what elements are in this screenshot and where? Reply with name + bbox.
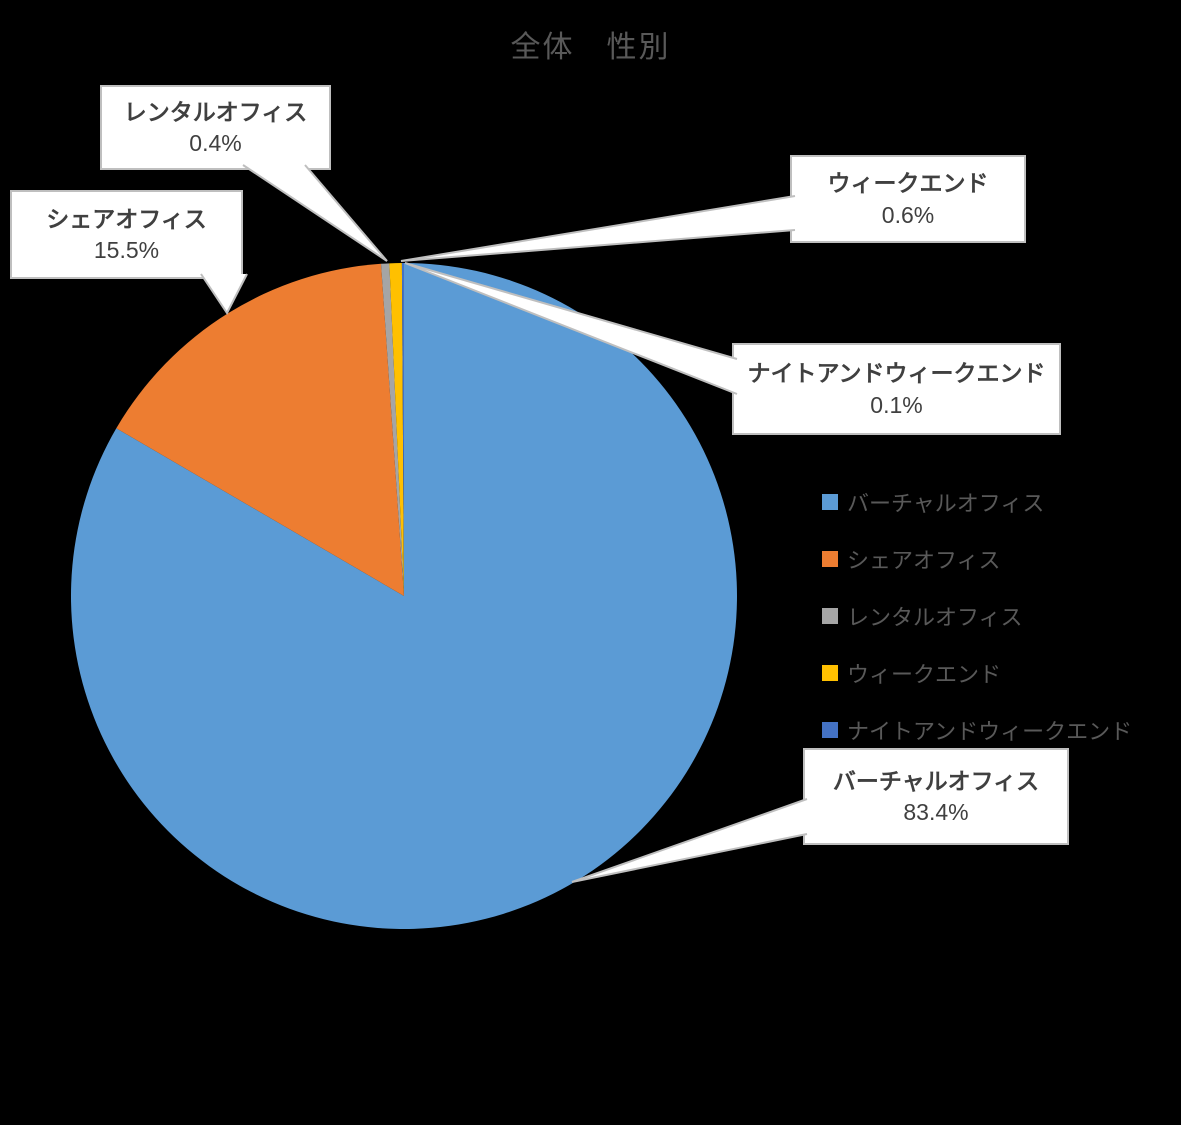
legend-swatch-icon <box>822 665 838 681</box>
legend-swatch-icon <box>822 551 838 567</box>
callout-share-office: シェアオフィス 15.5% <box>10 190 243 279</box>
callout-value: 0.4% <box>189 130 242 157</box>
legend-item-share-office: シェアオフィス <box>822 543 1132 575</box>
legend-label: バーチャルオフィス <box>847 491 1045 516</box>
legend-swatch-icon <box>822 494 838 510</box>
pie-slice-3 <box>381 263 404 596</box>
callout-label: ウィークエンド <box>827 170 989 197</box>
callout-value: 15.5% <box>93 237 160 264</box>
callout-label: ナイトアンドウィークエンド <box>747 360 1046 387</box>
legend-item-virtual-office: バーチャルオフィス <box>822 486 1132 518</box>
legend-label: シェアオフィス <box>847 548 1001 573</box>
callout-weekend: ウィークエンド 0.6% <box>790 155 1026 243</box>
legend-swatch-icon <box>822 722 838 738</box>
legend-swatch-icon <box>822 608 838 624</box>
legend: バーチャルオフィス シェアオフィス レンタルオフィス ウィークエンド ナイトアン… <box>822 486 1132 746</box>
pie-slice-1 <box>70 263 737 929</box>
callout-label: シェアオフィス <box>46 205 207 232</box>
pie-slices-group <box>70 263 737 929</box>
legend-item-night-and-weekend: ナイトアンドウィークエンド <box>822 714 1132 746</box>
callout-virtual-office: バーチャルオフィス 83.4% <box>803 748 1069 845</box>
callout-night-and-weekend: ナイトアンドウィークエンド 0.1% <box>732 343 1061 435</box>
legend-label: レンタルオフィス <box>847 605 1023 630</box>
callout-value: 0.6% <box>881 201 935 228</box>
pie-slice-5 <box>401 263 404 596</box>
legend-item-weekend: ウィークエンド <box>822 657 1132 689</box>
callout-label: レンタルオフィス <box>123 98 308 125</box>
legend-label: ウィークエンド <box>847 662 1002 687</box>
legend-label: ナイトアンドウィークエンド <box>847 719 1133 744</box>
legend-item-rental-office: レンタルオフィス <box>822 600 1132 632</box>
pie-slice-4 <box>389 263 404 596</box>
callout-value: 83.4% <box>903 799 969 826</box>
chart-title: 全体 性別 <box>510 31 671 64</box>
callout-rental-office: レンタルオフィス 0.4% <box>100 85 331 170</box>
pie-slice-2 <box>116 263 404 596</box>
callout-label: バーチャルオフィス <box>832 767 1040 794</box>
callout-value: 0.1% <box>870 391 923 418</box>
